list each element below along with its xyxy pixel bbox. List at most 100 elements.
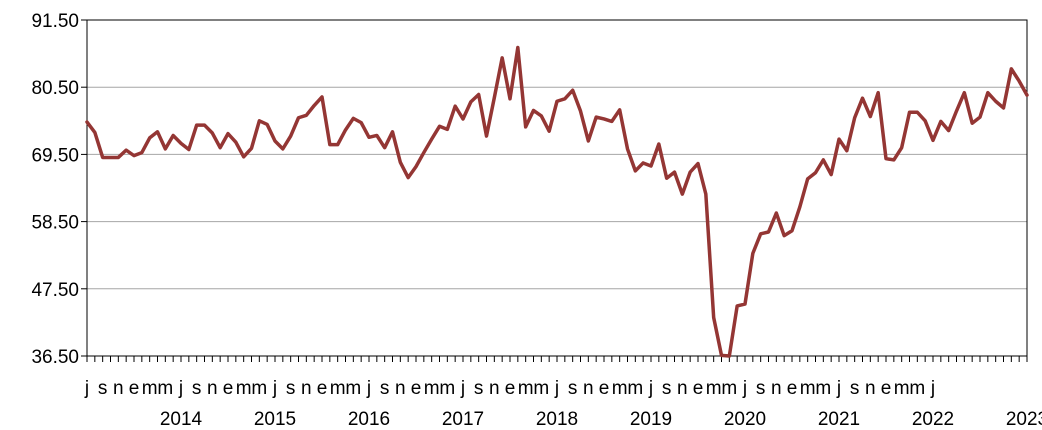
year-label: 2019 (630, 409, 672, 430)
x-tick-label: n (677, 378, 688, 399)
x-tick-label: n (771, 378, 782, 399)
data-point (610, 120, 614, 123)
data-point (453, 104, 457, 108)
x-tick-label: n (207, 378, 218, 399)
x-tick-label: n (395, 378, 406, 399)
x-tick-label: m (533, 378, 549, 399)
x-tick-label: n (583, 378, 594, 399)
x-tick-label: m (345, 378, 361, 399)
data-point (712, 316, 715, 319)
data-point (101, 156, 104, 159)
x-tick-label: m (142, 378, 158, 399)
data-point (751, 252, 755, 255)
data-point (532, 109, 535, 112)
data-point (328, 143, 332, 146)
axes (81, 19, 1028, 362)
data-point (414, 165, 418, 168)
data-point (312, 104, 316, 107)
data-point (735, 304, 739, 308)
data-point (524, 125, 527, 129)
data-point (908, 111, 911, 114)
data-point (673, 170, 676, 174)
data-point (132, 154, 136, 157)
data-point (242, 155, 245, 159)
x-tick-label: n (113, 378, 124, 399)
data-point (469, 100, 473, 104)
data-point (892, 158, 896, 162)
data-point (383, 146, 386, 149)
x-tick-label: e (505, 378, 516, 399)
x-tick-label: m (815, 378, 831, 399)
grid-lines (87, 19, 1027, 357)
data-point (884, 157, 888, 160)
x-tick-label: m (612, 378, 628, 399)
data-point (93, 131, 97, 134)
x-tick-label: s (662, 378, 672, 399)
year-label: 2018 (536, 409, 578, 430)
data-point (109, 156, 112, 159)
data-point (250, 147, 253, 150)
data-point (939, 120, 943, 123)
data-point (563, 97, 567, 101)
data-point (1025, 93, 1029, 97)
data-point (790, 229, 794, 232)
data-point (375, 134, 379, 137)
x-tick-label: m (706, 378, 722, 399)
data-point (704, 192, 708, 196)
data-point (305, 114, 308, 117)
y-tick-label: 80.50 (31, 78, 79, 99)
data-point (226, 132, 230, 135)
data-point (1002, 106, 1005, 110)
x-tick-label: j (554, 378, 559, 399)
x-tick-label: s (474, 378, 484, 399)
data-point (164, 147, 167, 151)
x-tick-label: e (411, 378, 422, 399)
data-point (273, 139, 277, 143)
data-point (211, 131, 214, 135)
data-point (970, 122, 974, 125)
data-point (657, 142, 661, 146)
y-tick-label: 36.50 (31, 347, 79, 368)
x-tick-label: s (380, 378, 390, 399)
data-point (947, 129, 950, 132)
data-point (438, 125, 441, 128)
data-point (814, 171, 817, 174)
data-point (641, 161, 645, 165)
data-point (320, 95, 324, 99)
data-point (602, 117, 606, 121)
data-point (869, 115, 872, 118)
year-label: 2023 (1006, 409, 1042, 430)
x-tick-label: e (317, 378, 328, 399)
data-point (156, 130, 159, 133)
data-point (289, 134, 292, 138)
x-tick-label: m (157, 378, 173, 399)
data-point (696, 162, 700, 165)
x-tick-label: m (894, 378, 910, 399)
x-tick-label: s (192, 378, 202, 399)
x-tick-label: j (178, 378, 183, 399)
data-point (594, 115, 598, 119)
data-point (500, 56, 504, 60)
x-tick-label: j (930, 378, 935, 399)
x-tick-label: n (301, 378, 312, 399)
data-point (822, 158, 825, 162)
data-point (688, 170, 692, 174)
year-label: 2014 (160, 409, 203, 430)
data-point (344, 128, 347, 132)
y-tick-label: 58.50 (31, 213, 79, 234)
x-tick-label: s (98, 378, 108, 399)
x-tick-label: m (424, 378, 440, 399)
data-point (775, 211, 778, 215)
data-point (258, 119, 261, 123)
y-tick-label: 69.50 (31, 145, 79, 166)
data-point (759, 232, 762, 236)
data-point (508, 97, 512, 101)
data-point (782, 234, 786, 237)
x-tick-label: e (599, 378, 610, 399)
data-point (516, 46, 520, 49)
data-point (124, 148, 128, 152)
x-tick-label: s (568, 378, 578, 399)
data-point (85, 120, 89, 124)
